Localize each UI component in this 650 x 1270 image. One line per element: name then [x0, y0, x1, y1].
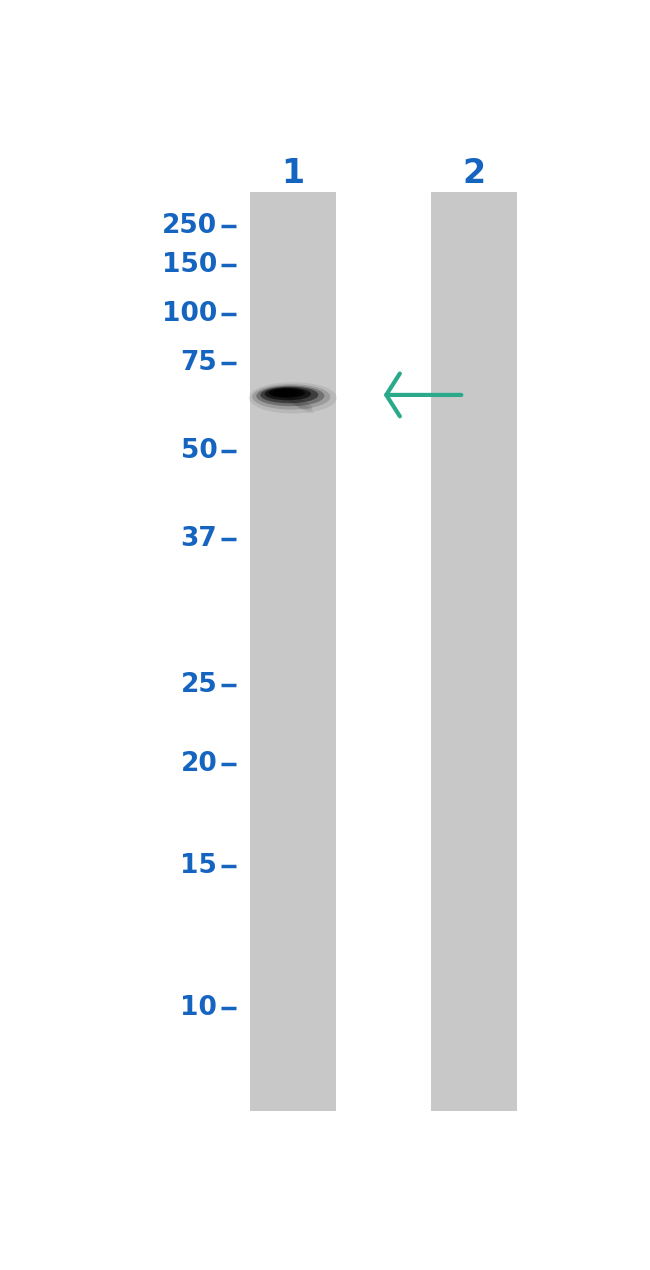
Ellipse shape — [272, 390, 299, 396]
Text: 250: 250 — [162, 213, 217, 239]
Text: 10: 10 — [181, 996, 217, 1021]
Text: 100: 100 — [162, 301, 217, 326]
Text: 37: 37 — [181, 526, 217, 551]
Text: 75: 75 — [181, 349, 217, 376]
Ellipse shape — [285, 396, 313, 410]
Ellipse shape — [265, 387, 311, 400]
Text: 1: 1 — [281, 157, 304, 190]
Ellipse shape — [249, 382, 337, 414]
Ellipse shape — [294, 401, 314, 414]
Ellipse shape — [268, 389, 305, 398]
Ellipse shape — [256, 386, 324, 406]
Ellipse shape — [252, 384, 330, 410]
Bar — [250, 192, 335, 1111]
Text: 50: 50 — [181, 438, 217, 464]
Text: 20: 20 — [181, 751, 217, 776]
Text: 2: 2 — [463, 157, 486, 190]
Ellipse shape — [276, 390, 294, 395]
Ellipse shape — [279, 390, 290, 394]
Ellipse shape — [261, 386, 318, 404]
Text: 150: 150 — [162, 251, 217, 278]
Text: 15: 15 — [181, 853, 217, 879]
Bar — [432, 192, 517, 1111]
Text: 25: 25 — [181, 672, 217, 699]
